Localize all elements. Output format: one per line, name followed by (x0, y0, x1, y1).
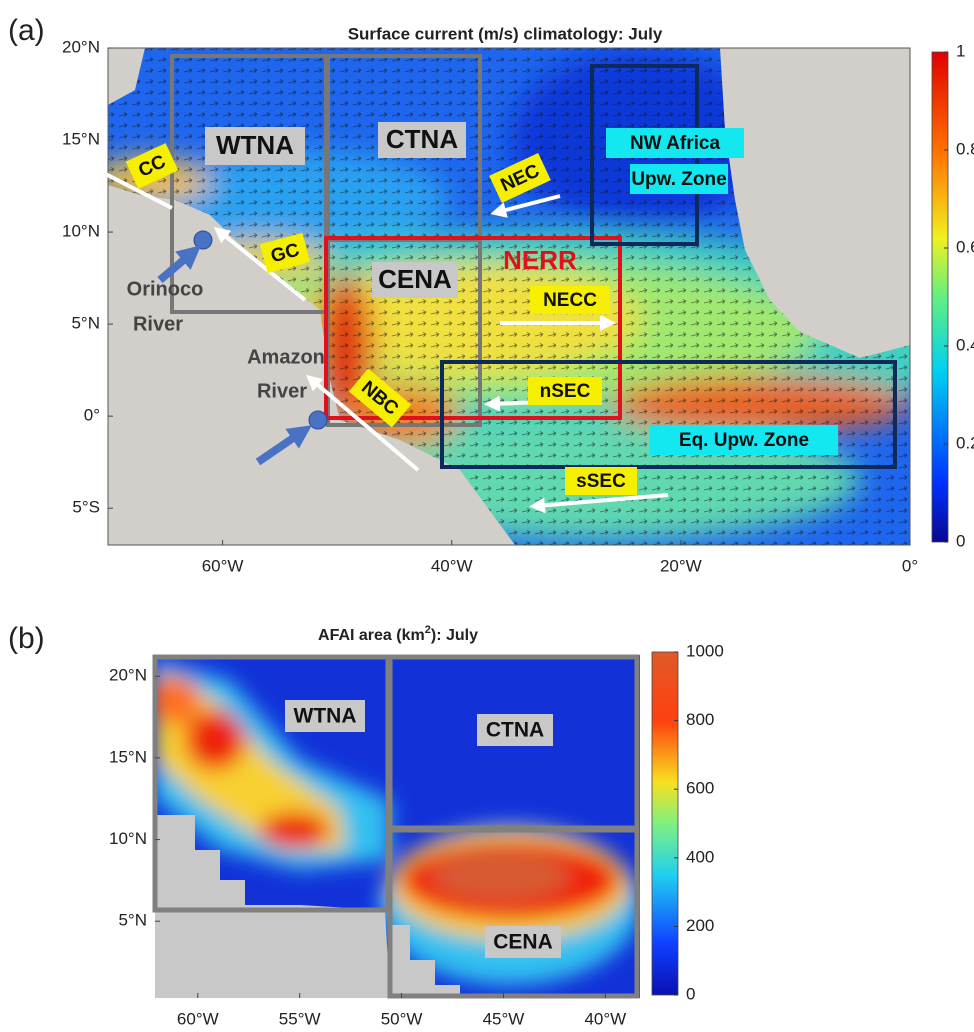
region-labels: WTNA CTNA CENA NERR NW Africa Upw. Zone … (205, 122, 838, 455)
panel-label: (b) (8, 622, 45, 655)
colorbar-tick-label: 0.6 (956, 237, 974, 256)
colorbar (931, 51, 949, 543)
region-label: WTNA (294, 705, 357, 728)
colorbar-tick-label: 600 (686, 779, 714, 798)
title-text: ): July (431, 627, 478, 644)
region-label: Eq. Upw. Zone (679, 430, 809, 451)
river-label: Amazon (247, 346, 325, 368)
land-africa (720, 48, 910, 358)
y-tick-label: 5°S (72, 498, 100, 517)
y-tick-label: 20°N (109, 666, 147, 685)
x-tick-label: 55°W (279, 1009, 321, 1028)
land (390, 925, 460, 998)
y-tick-label: 0° (84, 406, 100, 425)
region-label: WTNA (216, 130, 294, 160)
title-sup: 2 (425, 624, 431, 636)
region-label: CTNA (386, 124, 458, 154)
region-label: Upw. Zone (631, 169, 726, 190)
region-label: NERR (503, 245, 577, 275)
colorbar-tick-label: 200 (686, 916, 714, 935)
x-tick-label: 40°W (431, 556, 473, 575)
current-label: sSEC (576, 471, 626, 492)
region-boxes (152, 654, 640, 999)
colorbar (651, 651, 679, 996)
land-south-america (108, 185, 515, 545)
label-bg (285, 700, 365, 732)
afai-field (155, 660, 640, 985)
region-label: CENA (493, 931, 553, 954)
y-tick-label: 10°N (62, 222, 100, 241)
colorbar-tick-label: 0.8 (956, 139, 974, 158)
map-b (155, 655, 640, 998)
x-tick-label: 50°W (381, 1009, 423, 1028)
panel-title: Surface current (m/s) climatology: July (348, 24, 663, 43)
colorbar-tick-label: 400 (686, 847, 714, 866)
x-tick-label: 40°W (584, 1009, 626, 1028)
region-label: CENA (378, 264, 452, 294)
y-tick-label: 5°N (71, 314, 100, 333)
y-tick-label: 15°N (109, 747, 147, 766)
y-tick-label: 5°N (118, 911, 147, 930)
x-tick-label: 45°W (483, 1009, 525, 1028)
colorbar-tick-label: 0.2 (956, 433, 974, 452)
map-frame (107, 47, 911, 546)
river-label: River (133, 313, 183, 335)
label-bg (477, 714, 553, 746)
y-tick-label: 10°N (109, 829, 147, 848)
land (155, 815, 390, 998)
x-tick-label: 60°W (177, 1009, 219, 1028)
colorbar-tick-label: 0 (686, 984, 695, 1003)
map-a (108, 48, 910, 545)
colorbar-tick-label: 1000 (686, 641, 724, 660)
current-labels: CC GC NEC NECC nSEC NBC sSEC (125, 143, 637, 495)
region-label: CTNA (486, 719, 544, 742)
region-boxes (170, 54, 897, 469)
river-label: River (257, 380, 307, 402)
panel-title: AFAI area (km2): July (318, 624, 478, 644)
x-tick-label: 20°W (660, 556, 702, 575)
label-bg (485, 926, 561, 958)
y-tick-label: 20°N (62, 37, 100, 56)
land-caribbean (108, 48, 145, 105)
y-tick-label: 15°N (62, 130, 100, 149)
x-tick-label: 60°W (202, 556, 244, 575)
colorbar-tick-label: 800 (686, 710, 714, 729)
rivers: Orinoco River Amazon River (127, 230, 328, 466)
current-label: nSEC (540, 381, 591, 402)
colorbar-tick-label: 1 (956, 41, 965, 60)
river-label: Orinoco (127, 278, 204, 300)
panel-label: (a) (8, 14, 45, 47)
title-text: AFAI area (km (318, 627, 425, 644)
x-tick-label: 0° (902, 556, 918, 575)
colorbar-tick-label: 0 (956, 531, 965, 550)
colorbar-tick-label: 0.4 (956, 335, 974, 354)
region-label: NW Africa (630, 133, 721, 154)
current-label: NECC (543, 290, 597, 311)
